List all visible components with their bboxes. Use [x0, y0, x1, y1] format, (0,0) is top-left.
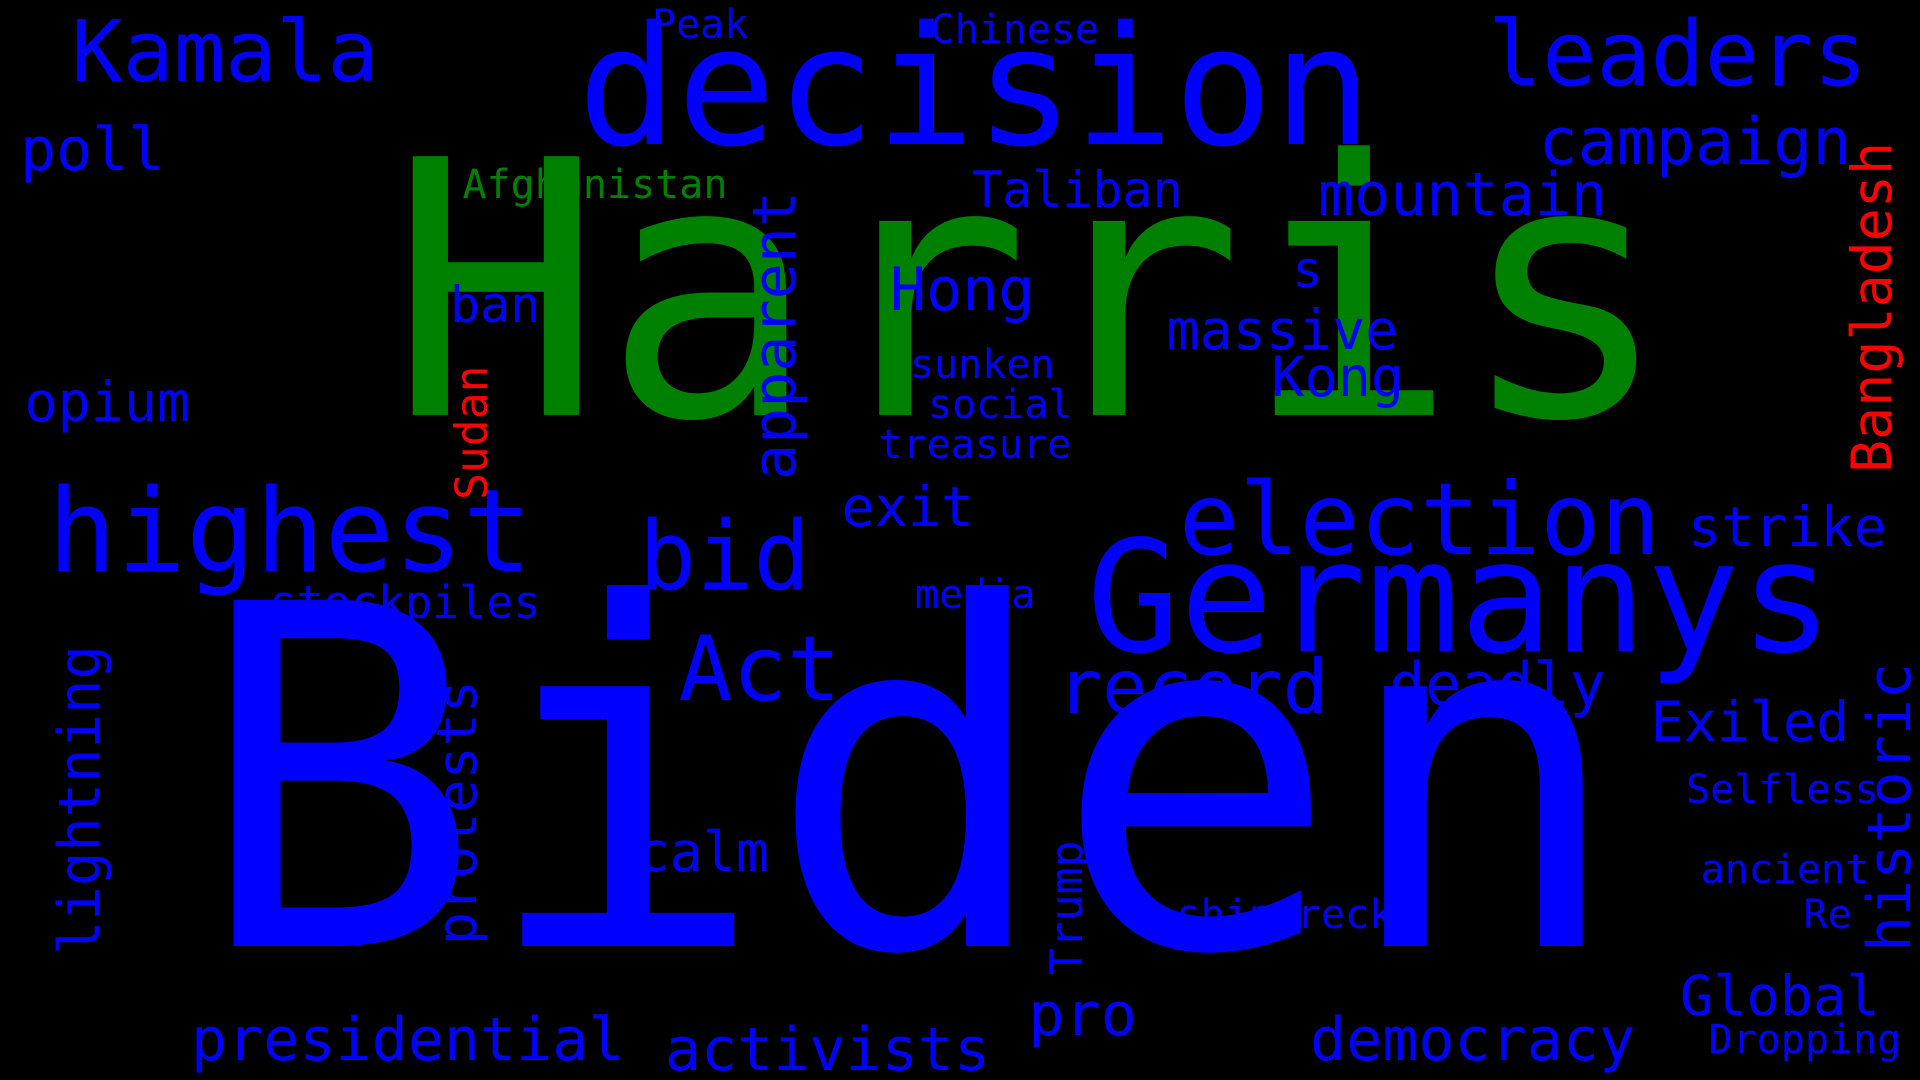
word-stockpiles: stockpiles — [269, 576, 541, 629]
word-dropping: Dropping — [1708, 1017, 1902, 1063]
word-biden: Biden — [195, 506, 1625, 1059]
word-activists: activists — [665, 1015, 991, 1080]
word-leaders: leaders — [1488, 2, 1868, 107]
word-sudan: Sudan — [446, 365, 498, 500]
word-taliban: Taliban — [972, 161, 1183, 219]
word-apparent: apparent — [740, 190, 810, 480]
word-campaign: campaign — [1538, 105, 1852, 180]
word-bangladesh: Bangladesh — [1840, 141, 1904, 473]
word-re: Re — [1803, 892, 1852, 938]
word-trump: Trump — [1041, 840, 1093, 975]
word-protests: protests — [425, 680, 489, 945]
word-kamala: Kamala — [71, 3, 379, 102]
word-presidential: presidential — [191, 1005, 625, 1075]
word-sunken: sunken — [910, 342, 1055, 388]
word-strike: strike — [1688, 495, 1887, 559]
word-exit: exit — [841, 475, 974, 539]
word-selfless: Selfless — [1686, 767, 1879, 813]
word-kong: Kong — [1271, 345, 1404, 409]
word-democracy: democracy — [1310, 1005, 1636, 1075]
word-election: election — [1179, 461, 1661, 578]
word-ban: ban — [450, 276, 541, 334]
word-opium: opium — [24, 370, 191, 434]
word-act: Act — [678, 617, 842, 722]
word-chinese: Chinese — [930, 7, 1100, 53]
word-exiled: Exiled — [1650, 690, 1850, 754]
word-highest: highest — [47, 465, 533, 599]
word-shipwreck: shipwreck — [1176, 892, 1394, 938]
word-pro: pro — [1028, 980, 1137, 1050]
word-deadly: deadly — [1389, 650, 1606, 720]
word-afghanistan: Afghanistan — [462, 162, 728, 208]
word-hong: Hong — [890, 255, 1035, 325]
word-peak: Peak — [652, 2, 749, 48]
word-harris: Harris — [389, 85, 1672, 499]
word-ancient: ancient — [1700, 847, 1870, 893]
word-massive: massive — [1166, 298, 1399, 362]
word-calm: calm — [636, 820, 769, 884]
word-historic: historic — [1855, 663, 1920, 952]
word-mountain: mountain — [1318, 160, 1607, 230]
word-lightning: lightning — [46, 645, 113, 955]
word-bid: bid — [639, 502, 811, 612]
word-global: Global — [1680, 965, 1880, 1029]
word-treasure: treasure — [878, 422, 1072, 468]
word-germanys: Germanys — [1086, 507, 1834, 688]
word-decision: decision — [577, 0, 1373, 183]
word-media: media — [915, 572, 1036, 618]
word-social: social — [928, 382, 1073, 428]
word-record: record — [1057, 643, 1328, 731]
word-s: s — [1292, 241, 1323, 299]
word-poll: poll — [20, 115, 165, 185]
